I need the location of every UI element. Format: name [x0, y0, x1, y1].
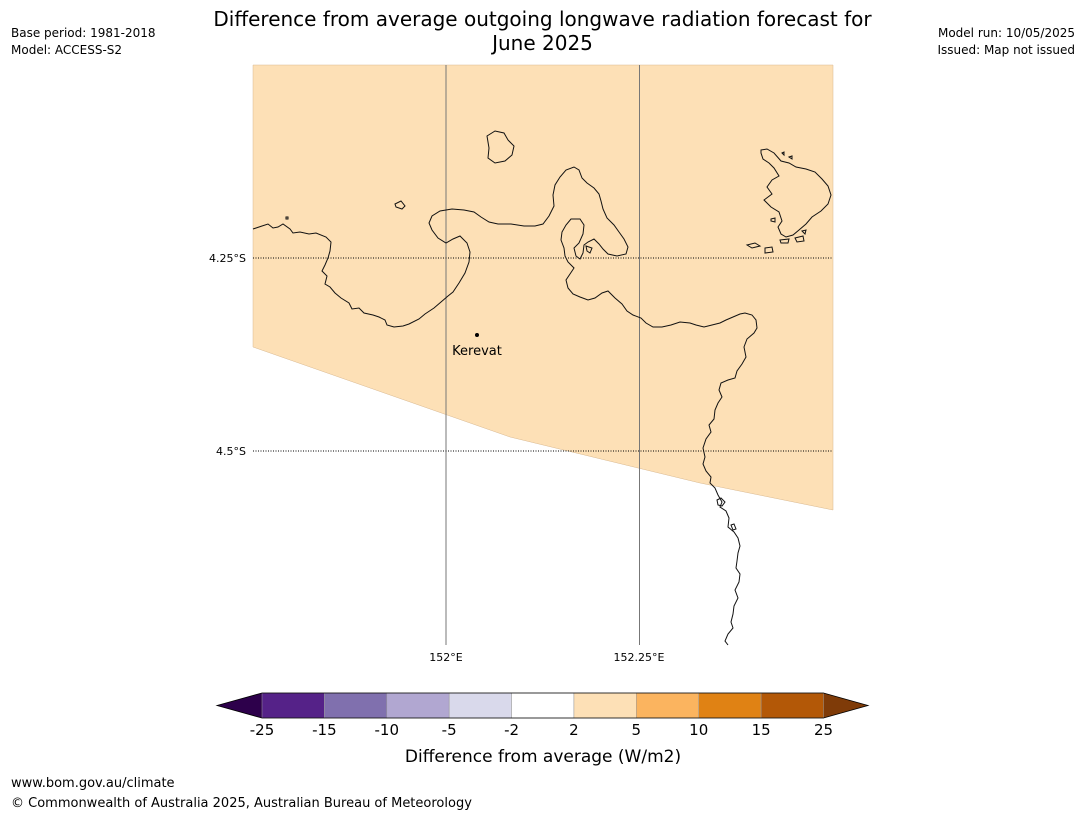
colorbar-segment — [324, 692, 388, 719]
colorbar-segment — [636, 692, 699, 719]
model-run: Model run: 10/05/2025 — [937, 26, 1075, 40]
colorbar-segment — [760, 692, 824, 719]
colorbar-segment — [698, 692, 762, 719]
colorbar-tick-label: 10 — [689, 721, 708, 739]
metadata-right: Model run: 10/05/2025 Issued: Map not is… — [937, 25, 1075, 59]
model-name: Model: ACCESS-S2 — [11, 43, 123, 57]
colorbar-over-arrow — [823, 693, 868, 718]
place-label: Kerevat — [452, 344, 502, 359]
colorbar-tick-label: -15 — [312, 721, 337, 739]
colorbar-tick-label: 5 — [632, 721, 642, 739]
colorbar-under-arrow — [217, 693, 262, 718]
coastline — [252, 130, 832, 646]
colorbar-tick-label: -2 — [504, 721, 519, 739]
colorbar-segment — [386, 692, 450, 719]
colorbar-tick-label: 15 — [752, 721, 771, 739]
colorbar-label: Difference from average (W/m2) — [405, 747, 681, 767]
lat-label-4-25s: 4.25°S — [209, 252, 246, 265]
issued-status: Issued: Map not issued — [937, 43, 1075, 57]
lat-label-4-5s: 4.5°S — [216, 445, 246, 458]
title-line-2: June 2025 — [492, 31, 593, 55]
colorbar-segment — [573, 692, 637, 719]
footer-url: www.bom.gov.au/climate — [11, 776, 175, 791]
colorbar-tick-label: -10 — [375, 721, 400, 739]
colorbar: -25 -15 -10 -5 -2 2 5 10 15 25 — [215, 692, 870, 739]
place-marker-dot — [475, 333, 479, 337]
forecast-fill-region — [252, 64, 834, 511]
title-line-1: Difference from average outgoing longwav… — [213, 7, 872, 31]
colorbar-segment — [448, 692, 512, 719]
colorbar-segment — [511, 692, 575, 719]
map-title: Difference from average outgoing longwav… — [150, 7, 935, 55]
colorbar-tick-label: -25 — [250, 721, 275, 739]
lon-label-152e: 152°E — [429, 651, 462, 664]
lon-label-152-25e: 152.25°E — [614, 651, 665, 664]
copyright: © Commonwealth of Australia 2025, Austra… — [11, 796, 472, 811]
colorbar-segment — [261, 692, 325, 719]
colorbar-tick-label: 25 — [814, 721, 833, 739]
colorbar-tick-label: 2 — [569, 721, 579, 739]
colorbar-tick-label: -5 — [442, 721, 457, 739]
colorbar-outline — [215, 692, 870, 719]
base-period: Base period: 1981-2018 — [11, 26, 156, 40]
metadata-left: Base period: 1981-2018 Model: ACCESS-S2 — [11, 25, 156, 59]
